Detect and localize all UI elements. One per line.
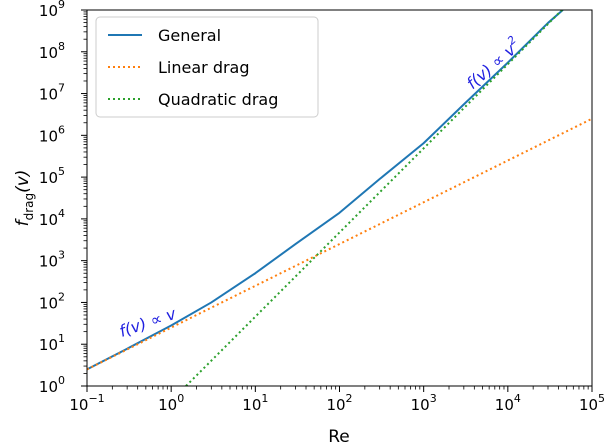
y-tick-label: 108 <box>39 40 65 62</box>
series-line-linear-drag <box>87 117 592 371</box>
y-tick-label: 104 <box>39 207 65 229</box>
legend-label-linear-drag: Linear drag <box>158 58 250 77</box>
y-tick-label: 103 <box>39 249 65 271</box>
x-axis-ticks: 10−1 100 101 102 103 104 105 <box>69 386 605 414</box>
x-axis-label: Re <box>328 427 350 446</box>
series-line-general <box>87 10 564 371</box>
plot-area: 10−1 100 101 102 103 104 105 10010110210310410… <box>39 0 605 414</box>
annotation-linear: f(v) ∝ v <box>117 304 179 341</box>
y-tick-label: 106 <box>39 123 65 145</box>
x-tick-label: 105 <box>579 392 605 414</box>
x-tick-label: 101 <box>242 392 268 414</box>
series-line-quadratic-drag <box>185 10 563 386</box>
legend-box <box>95 16 319 118</box>
legend-label-general: General <box>158 26 221 45</box>
x-tick-label: 103 <box>411 392 437 414</box>
annotation-quadratic: f(v) ∝ v2 <box>461 33 525 93</box>
legend-label-quadratic-drag: Quadratic drag <box>158 90 278 109</box>
y-tick-label: 105 <box>39 165 65 187</box>
y-tick-label: 102 <box>39 290 65 312</box>
legend-item-linear-drag: Linear drag <box>108 58 250 77</box>
x-tick-label: 102 <box>326 392 352 414</box>
legend-item-quadratic-drag: Quadratic drag <box>108 90 278 109</box>
y-axis-label-sub: drag <box>22 193 36 221</box>
y-axis-label-suffix: (v) <box>13 170 33 193</box>
y-tick-label: 107 <box>39 82 65 104</box>
y-tick-label: 100 <box>39 374 65 396</box>
y-axis-label-main: f <box>13 217 33 226</box>
y-tick-label: 109 <box>39 0 65 20</box>
x-tick-label: 10−1 <box>69 392 104 414</box>
legend: General Linear drag Quadratic drag <box>95 16 319 118</box>
series-layer <box>87 10 592 386</box>
y-axis-label: fdrag(v) <box>13 170 36 227</box>
y-axis-ticks: 100 101 102 103 104 105 106 107 108 109 <box>39 0 87 396</box>
x-tick-label: 100 <box>158 392 184 414</box>
legend-item-general: General <box>108 26 221 45</box>
x-tick-label: 104 <box>495 392 521 414</box>
y-tick-label: 101 <box>39 332 65 354</box>
